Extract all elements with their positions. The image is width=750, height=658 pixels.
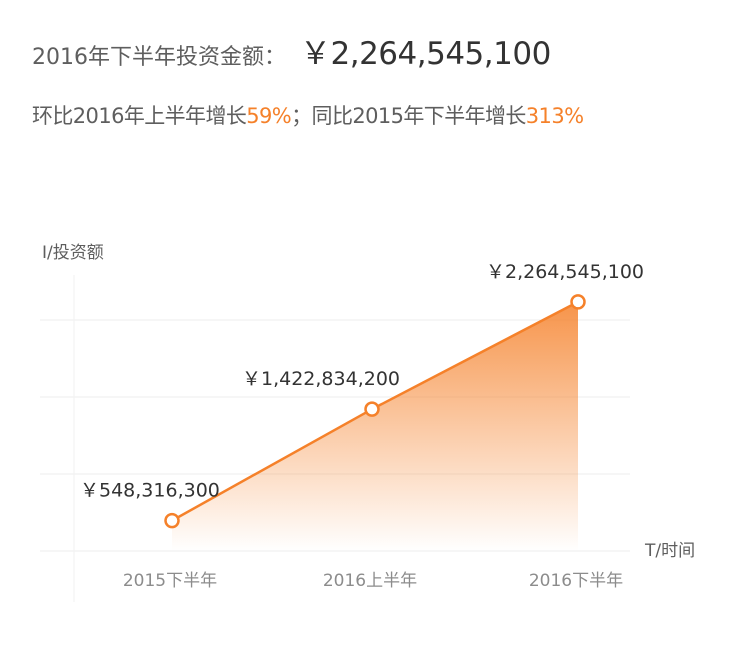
x-axis-title: T/时间 [644, 541, 695, 561]
marks-layer: ￥548,316,300 ￥1,422,834,200 ￥2,264,545,100… [80, 261, 644, 591]
headline-value: ￥2,264,545,100 [300, 36, 551, 72]
data-point [164, 512, 180, 529]
x-tick-label: 2016下半年 [529, 571, 623, 591]
x-tick-label: 2015下半年 [123, 571, 217, 591]
yoy-value: 313% [525, 104, 584, 128]
yoy-prefix: 同比2015年下半年增长 [311, 104, 527, 128]
summary-separator: ； [291, 104, 312, 128]
y-axis-title: I/投资额 [42, 243, 104, 263]
data-point [570, 294, 586, 310]
area-fill [172, 301, 578, 551]
growth-summary: 环比2016年上半年增长59%；同比2015年下半年增长313% [32, 100, 584, 130]
qoq-prefix: 环比2016年上半年增长 [32, 104, 247, 128]
data-label: ￥1,422,834,200 [242, 368, 400, 390]
data-label: ￥2,264,545,100 [486, 261, 644, 283]
data-label: ￥548,316,300 [80, 480, 220, 502]
qoq-value: 59% [246, 104, 292, 128]
data-point [364, 401, 380, 417]
headline: 2016年下半年投资金额： ￥2,264,545,100 [32, 28, 551, 73]
headline-label: 2016年下半年投资金额： [32, 45, 286, 70]
x-tick-label: 2016上半年 [323, 571, 417, 591]
